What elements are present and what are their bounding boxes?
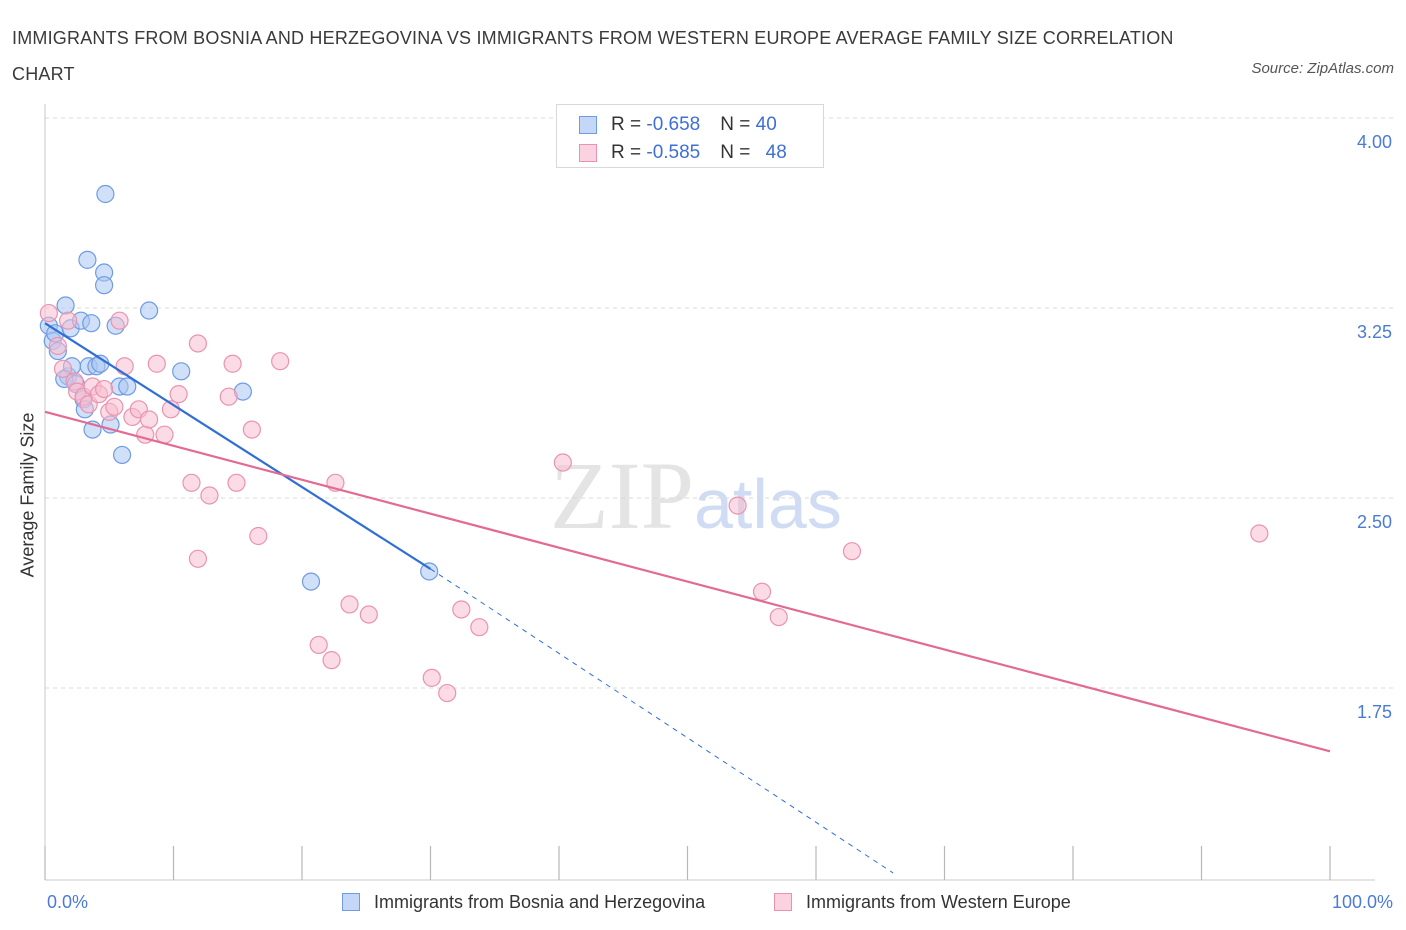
western-europe-trend-line [44,410,1331,753]
western-europe-point [223,354,242,373]
western-europe-point [271,352,290,371]
western-europe-point [200,486,219,505]
bosnia-point [420,562,439,581]
western-europe-point [438,683,457,703]
western-europe-point [242,420,261,439]
legend-swatch-blue [579,116,597,134]
legend-n-value: 48 [765,142,787,163]
y-tick-label: 4.00 [1357,132,1392,152]
bosnia-point [118,377,137,396]
correlation-legend: R = -0.658 N = 40 R = -0.585 N = 48 [556,104,824,168]
legend-swatch-pink [579,144,597,162]
western-europe-point [452,600,471,619]
bosnia-point [139,301,159,320]
western-europe-point [105,397,124,416]
bosnia-trend-line-extension [430,568,894,874]
western-europe-point [169,385,188,404]
western-europe-point [359,605,378,624]
legend-r-value: -0.585 [646,142,701,163]
western-europe-point [147,354,166,373]
western-europe-point [139,410,159,429]
chart-title: IMMIGRANTS FROM BOSNIA AND HERZEGOVINA V… [12,28,1174,84]
legend-n-label: N = [720,114,756,135]
western-europe-point [110,311,129,330]
western-europe-point [115,357,134,376]
legend-row-western-europe: R = -0.585 N = 48 [579,139,787,167]
x-tick-label-max: 100.0% [1332,892,1393,912]
bosnia-point [78,250,97,269]
legend-r-label: R = [611,142,647,163]
western-europe-point [322,651,341,670]
bosnia-point [112,445,132,465]
bosnia-point [301,572,321,591]
bosnia-point [95,276,114,295]
western-europe-point [249,526,268,546]
legend-n-value: 40 [755,114,777,135]
western-europe-point [95,379,114,399]
western-europe-point [53,359,73,378]
bottom-legend-swatch-pink [774,893,792,911]
legend-r-label: R = [611,114,647,135]
bosnia-point [82,314,101,333]
western-europe-point [227,473,246,492]
legend-n-label: N = [720,142,756,163]
bottom-legend-western-europe: Immigrants from Western Europe [774,890,1071,914]
x-tick-label-min: 0.0% [47,892,88,912]
watermark-atlas: atlas [694,465,842,543]
western-europe-point [188,549,208,568]
western-europe-point [309,635,328,655]
y-axis-label: Average Family Size [17,412,38,578]
bosnia-trend-line [44,322,432,570]
western-europe-point [155,425,174,444]
western-europe-point [752,582,772,601]
bottom-legend-label: Immigrants from Bosnia and Herzegovina [374,891,706,912]
y-tick-label: 3.25 [1357,322,1392,342]
western-europe-point [39,303,58,323]
western-europe-point [728,496,747,515]
legend-r-value: -0.658 [646,114,701,135]
bottom-legend-swatch-blue [342,893,360,911]
bosnia-point [56,296,75,315]
western-europe-point [1250,524,1269,543]
western-europe-point [188,334,208,353]
watermark-zip: ZIP [550,442,694,549]
bottom-legend-bosnia: Immigrants from Bosnia and Herzegovina [342,890,705,914]
western-europe-point [553,453,572,472]
western-europe-point [769,607,788,627]
western-europe-point [182,473,201,492]
western-europe-point [470,618,489,637]
source-credit: Source: ZipAtlas.com [1251,60,1394,77]
legend-row-bosnia: R = -0.658 N = 40 [579,111,777,139]
western-europe-point [48,336,67,356]
bosnia-point [172,362,191,381]
y-tick-label: 1.75 [1357,702,1392,722]
western-europe-point [59,311,78,330]
bosnia-point [96,184,115,204]
y-tick-label: 2.50 [1357,512,1392,532]
watermark: ZIPatlas [550,440,842,551]
western-europe-point [842,542,862,561]
western-europe-point [422,668,441,687]
western-europe-point [219,387,238,406]
western-europe-point [340,595,359,614]
bottom-legend-label: Immigrants from Western Europe [806,891,1071,912]
